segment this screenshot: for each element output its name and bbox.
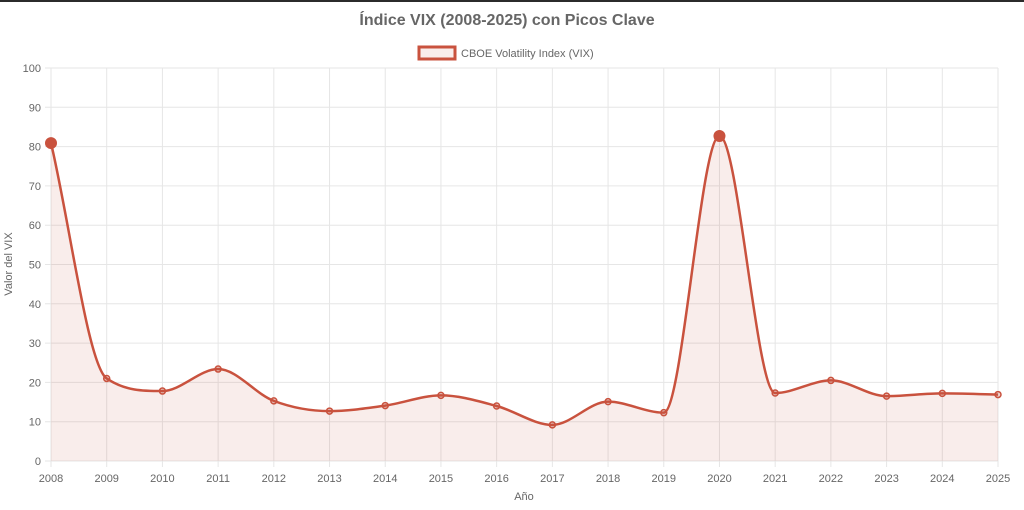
- x-axis-ticks: 2008 2009 2010 2011 2012 2013 2014 2015 2016 2017…: [39, 473, 1010, 485]
- y-axis-ticks: 0 10 20 30 40 50 60 70 80 90 100: [23, 63, 41, 468]
- chart-title: Índice VIX (2008-2025) con Picos Clave: [359, 10, 654, 29]
- series-area: [51, 135, 998, 461]
- y-tick-label: 50: [29, 260, 41, 272]
- x-tick-label: 2022: [819, 473, 843, 485]
- y-axis-title: Valor del VIX: [3, 232, 15, 296]
- x-tick-label: 2010: [150, 473, 174, 485]
- y-tick-label: 40: [29, 299, 41, 311]
- y-tick-label: 70: [29, 181, 41, 193]
- legend-label: CBOE Volatility Index (VIX): [461, 48, 594, 60]
- y-tick-label: 100: [23, 63, 41, 75]
- data-point[interactable]: [604, 397, 612, 406]
- x-axis-title: Año: [514, 491, 534, 503]
- y-tick-label: 90: [29, 102, 41, 114]
- x-tick-label: 2019: [652, 473, 676, 485]
- data-point[interactable]: [158, 387, 167, 395]
- data-point[interactable]: [548, 421, 557, 429]
- x-tick-label: 2008: [39, 473, 63, 485]
- x-tick-label: 2013: [317, 473, 341, 485]
- legend-swatch: [417, 45, 457, 61]
- x-tick-label: 2018: [596, 473, 620, 485]
- data-point[interactable]: [325, 407, 334, 415]
- y-tick-label: 0: [35, 456, 41, 468]
- grid: [45, 67, 999, 467]
- x-tick-label: 2020: [707, 473, 731, 485]
- series-points: [45, 129, 1002, 429]
- data-point[interactable]: [492, 402, 501, 410]
- data-point[interactable]: [827, 376, 835, 385]
- data-point[interactable]: [214, 365, 222, 373]
- y-tick-label: 80: [29, 142, 41, 154]
- x-tick-label: 2011: [206, 473, 230, 485]
- data-point[interactable]: [660, 408, 668, 417]
- y-tick-label: 10: [29, 417, 41, 429]
- y-tick-label: 30: [29, 338, 41, 350]
- data-point[interactable]: [102, 374, 111, 383]
- x-tick-label: 2017: [540, 473, 564, 485]
- data-point[interactable]: [270, 397, 278, 405]
- x-tick-label: 2016: [484, 473, 508, 485]
- data-point[interactable]: [882, 392, 891, 400]
- top-border: [0, 0, 1024, 2]
- x-tick-label: 2009: [94, 473, 118, 485]
- x-tick-label: 2012: [262, 473, 286, 485]
- data-point[interactable]: [938, 389, 947, 398]
- x-tick-label: 2015: [429, 473, 453, 485]
- x-tick-label: 2025: [986, 473, 1010, 485]
- x-tick-label: 2024: [930, 473, 954, 485]
- data-point[interactable]: [381, 401, 389, 410]
- peak-data-point[interactable]: [713, 129, 726, 142]
- y-tick-label: 20: [29, 377, 41, 389]
- legend[interactable]: CBOE Volatility Index (VIX): [417, 45, 594, 61]
- data-point[interactable]: [437, 391, 445, 400]
- data-point[interactable]: [771, 389, 779, 397]
- data-point[interactable]: [994, 390, 1002, 399]
- y-tick-label: 60: [29, 220, 41, 232]
- series-line: [49, 134, 999, 427]
- x-tick-label: 2014: [373, 473, 397, 485]
- peak-data-point[interactable]: [45, 137, 57, 150]
- x-tick-label: 2021: [763, 473, 787, 485]
- x-tick-label: 2023: [874, 473, 898, 485]
